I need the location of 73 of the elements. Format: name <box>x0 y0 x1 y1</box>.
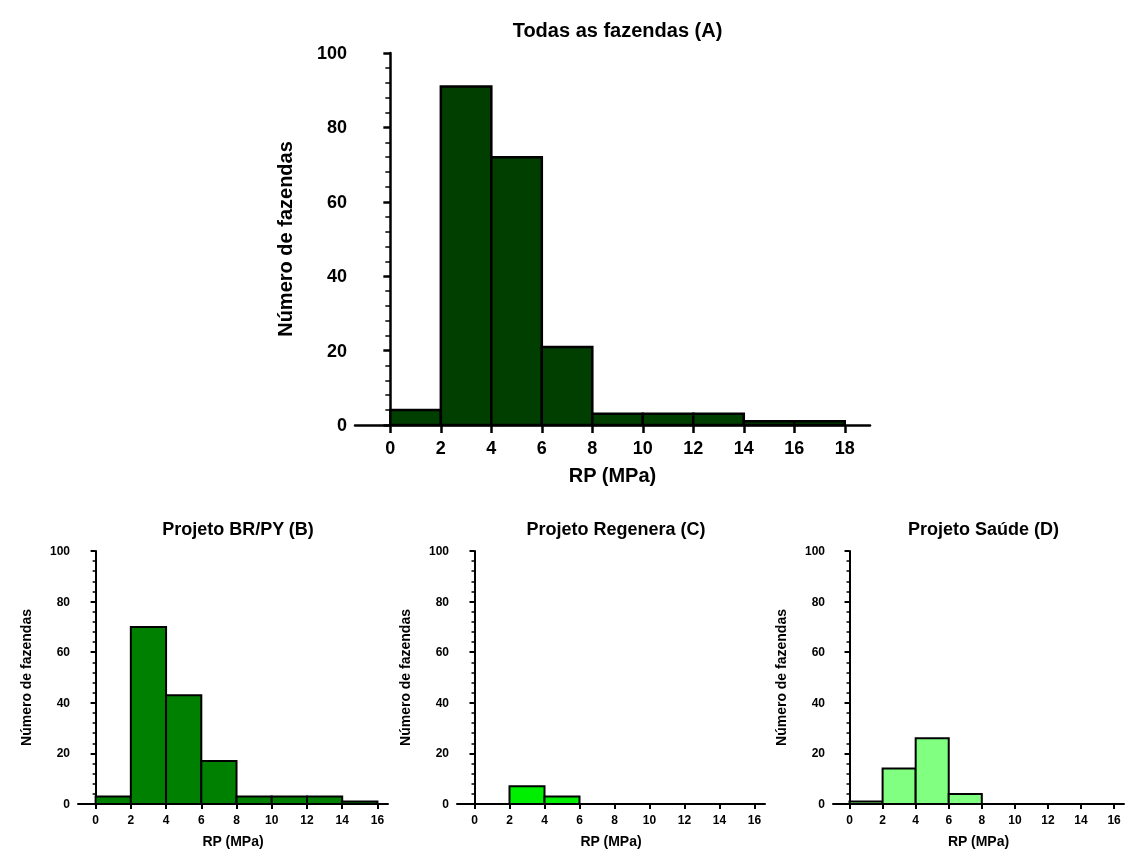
x-axis-title: RP (MPa) <box>580 833 642 849</box>
x-tick-label: 14 <box>335 813 350 827</box>
y-axis-title: Número de fazendas <box>274 141 296 337</box>
x-tick-label: 0 <box>471 813 479 827</box>
y-tick-label: 80 <box>435 594 450 609</box>
y-tick-label: 20 <box>435 746 450 761</box>
y-tick-label: 100 <box>49 544 71 558</box>
x-tick-label: 10 <box>1008 813 1022 827</box>
x-tick-label: 10 <box>265 813 279 827</box>
x-tick-label: 2 <box>879 813 887 827</box>
x-axis-title: RP (MPa) <box>202 833 264 849</box>
y-tick-label: 40 <box>326 266 347 287</box>
y-tick-label: 0 <box>63 797 71 811</box>
x-tick-label: 14 <box>1074 813 1089 827</box>
x-tick-label: 2 <box>435 438 446 458</box>
x-tick-label: 12 <box>1041 813 1055 827</box>
x-tick-label: 12 <box>300 813 314 827</box>
y-tick-label: 20 <box>326 340 347 361</box>
y-tick-label: 40 <box>811 695 826 710</box>
y-tick-label: 100 <box>316 43 347 63</box>
y-tick-label: 100 <box>804 544 826 558</box>
x-tick-label: 10 <box>632 438 653 458</box>
y-tick-label: 0 <box>336 415 347 435</box>
x-tick-label: 8 <box>587 438 598 458</box>
chart-title: Todas as fazendas (A) <box>512 19 723 41</box>
y-tick-label: 60 <box>326 191 347 212</box>
y-tick-label: 20 <box>56 746 71 761</box>
y-tick-label: 60 <box>811 645 826 660</box>
x-tick-label: 16 <box>370 813 385 827</box>
x-tick-label: 14 <box>733 438 754 458</box>
x-tick-label: 6 <box>576 813 584 827</box>
x-tick-label: 4 <box>486 438 497 458</box>
x-tick-label: 2 <box>506 813 514 827</box>
y-tick-label: 0 <box>442 797 450 811</box>
x-tick-label: 12 <box>677 813 692 827</box>
x-tick-label: 8 <box>978 813 986 827</box>
y-tick-label: 80 <box>56 594 71 609</box>
y-tick-label: 40 <box>56 695 71 710</box>
y-tick-label: 0 <box>818 797 826 811</box>
x-tick-label: 2 <box>127 813 135 827</box>
x-tick-label: 14 <box>712 813 727 827</box>
x-axis-title: RP (MPa) <box>568 464 657 486</box>
y-tick-label: 80 <box>326 117 347 138</box>
x-tick-label: 8 <box>233 813 241 827</box>
chart-title: Projeto Saúde (D) <box>907 519 1060 539</box>
x-tick-label: 4 <box>541 813 549 827</box>
x-tick-label: 6 <box>197 813 205 827</box>
y-tick-label: 20 <box>811 746 826 761</box>
x-tick-label: 16 <box>747 813 762 827</box>
y-axis-title: Número de fazendas <box>18 608 34 746</box>
x-tick-label: 16 <box>784 438 805 458</box>
x-tick-label: 0 <box>846 813 854 827</box>
x-tick-label: 8 <box>611 813 619 827</box>
y-axis-title: Número de fazendas <box>773 608 789 746</box>
y-axis-title: Número de fazendas <box>397 608 413 746</box>
x-tick-label: 0 <box>385 438 396 458</box>
y-tick-label: 80 <box>811 594 826 609</box>
x-axis-title: RP (MPa) <box>947 833 1010 849</box>
y-tick-label: 60 <box>56 645 71 660</box>
x-tick-label: 0 <box>92 813 100 827</box>
x-tick-label: 16 <box>1107 813 1122 827</box>
x-tick-label: 6 <box>945 813 953 827</box>
x-tick-label: 6 <box>536 438 547 458</box>
x-tick-label: 10 <box>642 813 657 827</box>
x-tick-label: 4 <box>912 813 920 827</box>
y-tick-label: 60 <box>435 645 450 660</box>
y-tick-label: 40 <box>435 695 450 710</box>
x-tick-label: 4 <box>162 813 170 827</box>
chart-title: Projeto BR/PY (B) <box>162 519 314 539</box>
x-tick-label: 18 <box>834 438 855 458</box>
y-tick-label: 100 <box>428 544 450 558</box>
chart-title: Projeto Regenera (C) <box>526 519 706 539</box>
x-tick-label: 12 <box>683 438 704 458</box>
